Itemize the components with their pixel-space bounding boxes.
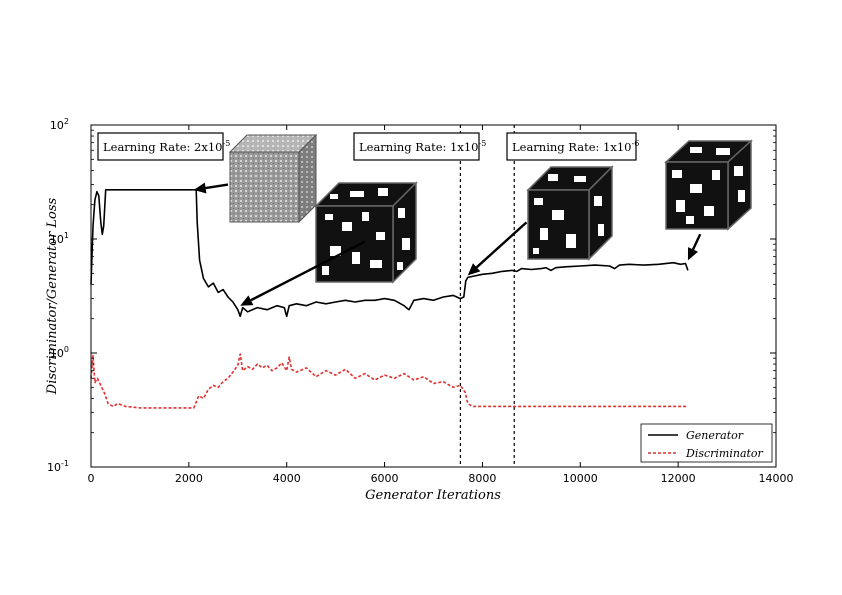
annotation-exp: -5	[478, 139, 486, 148]
annotation-arrow	[193, 182, 229, 194]
cube-gray-image	[228, 133, 318, 224]
svg-text:Learning Rate: 1x10-6: Learning Rate: 1x10-6	[512, 139, 639, 154]
annotation-exp: -5	[222, 139, 230, 148]
x-axis-ticks: 0 2000 4000 6000 8000 10000 12000 14000	[88, 125, 794, 485]
annotation-arrow	[240, 240, 366, 306]
x-tick-label: 2000	[175, 472, 203, 485]
annotation-arrows	[193, 182, 702, 306]
annotation-arrow	[687, 233, 702, 261]
legend-generator-label: Generator	[686, 429, 744, 442]
legend: Generator Discriminator	[640, 423, 773, 463]
y-tick-label: 102	[50, 117, 69, 132]
annotation-arrow	[467, 221, 528, 276]
annotation-lr-1e-5: Learning Rate: 1x10-5	[353, 132, 486, 161]
annotation-exp: -6	[631, 139, 639, 148]
x-tick-label: 8000	[468, 472, 496, 485]
annotation-text: Learning Rate: 1x10	[512, 140, 631, 154]
x-tick-label: 14000	[759, 472, 794, 485]
legend-discriminator-label: Discriminator	[685, 447, 764, 460]
y-axis-label: Discriminator/Generator Loss	[45, 197, 60, 395]
x-tick-label: 0	[88, 472, 95, 485]
learning-rate-change-lines	[459, 125, 515, 467]
svg-text:Learning Rate: 1x10-5: Learning Rate: 1x10-5	[359, 139, 486, 154]
x-tick-label: 6000	[371, 472, 399, 485]
x-tick-label: 12000	[661, 472, 696, 485]
annotation-text: Learning Rate: 2x10	[103, 140, 222, 154]
y-tick-label: 10-1	[47, 459, 69, 474]
cube-dark-image	[526, 165, 614, 261]
svg-text:Learning Rate: 2x10-5: Learning Rate: 2x10-5	[103, 139, 230, 154]
series-discriminator-line	[90, 353, 688, 409]
annotation-text: Learning Rate: 1x10	[359, 140, 478, 154]
x-axis-label: Generator Iterations	[365, 488, 501, 503]
annotation-lr-2e-5: Learning Rate: 2x10-5	[97, 132, 230, 161]
series-generator-line	[90, 189, 689, 318]
x-tick-label: 10000	[563, 472, 598, 485]
series-layer	[90, 189, 689, 409]
plot-frame	[90, 124, 777, 468]
cube-mid-image	[314, 181, 418, 284]
annotation-lr-1e-6: Learning Rate: 1x10-6	[506, 132, 639, 161]
x-tick-label: 4000	[273, 472, 301, 485]
cube-final-image	[664, 139, 753, 231]
